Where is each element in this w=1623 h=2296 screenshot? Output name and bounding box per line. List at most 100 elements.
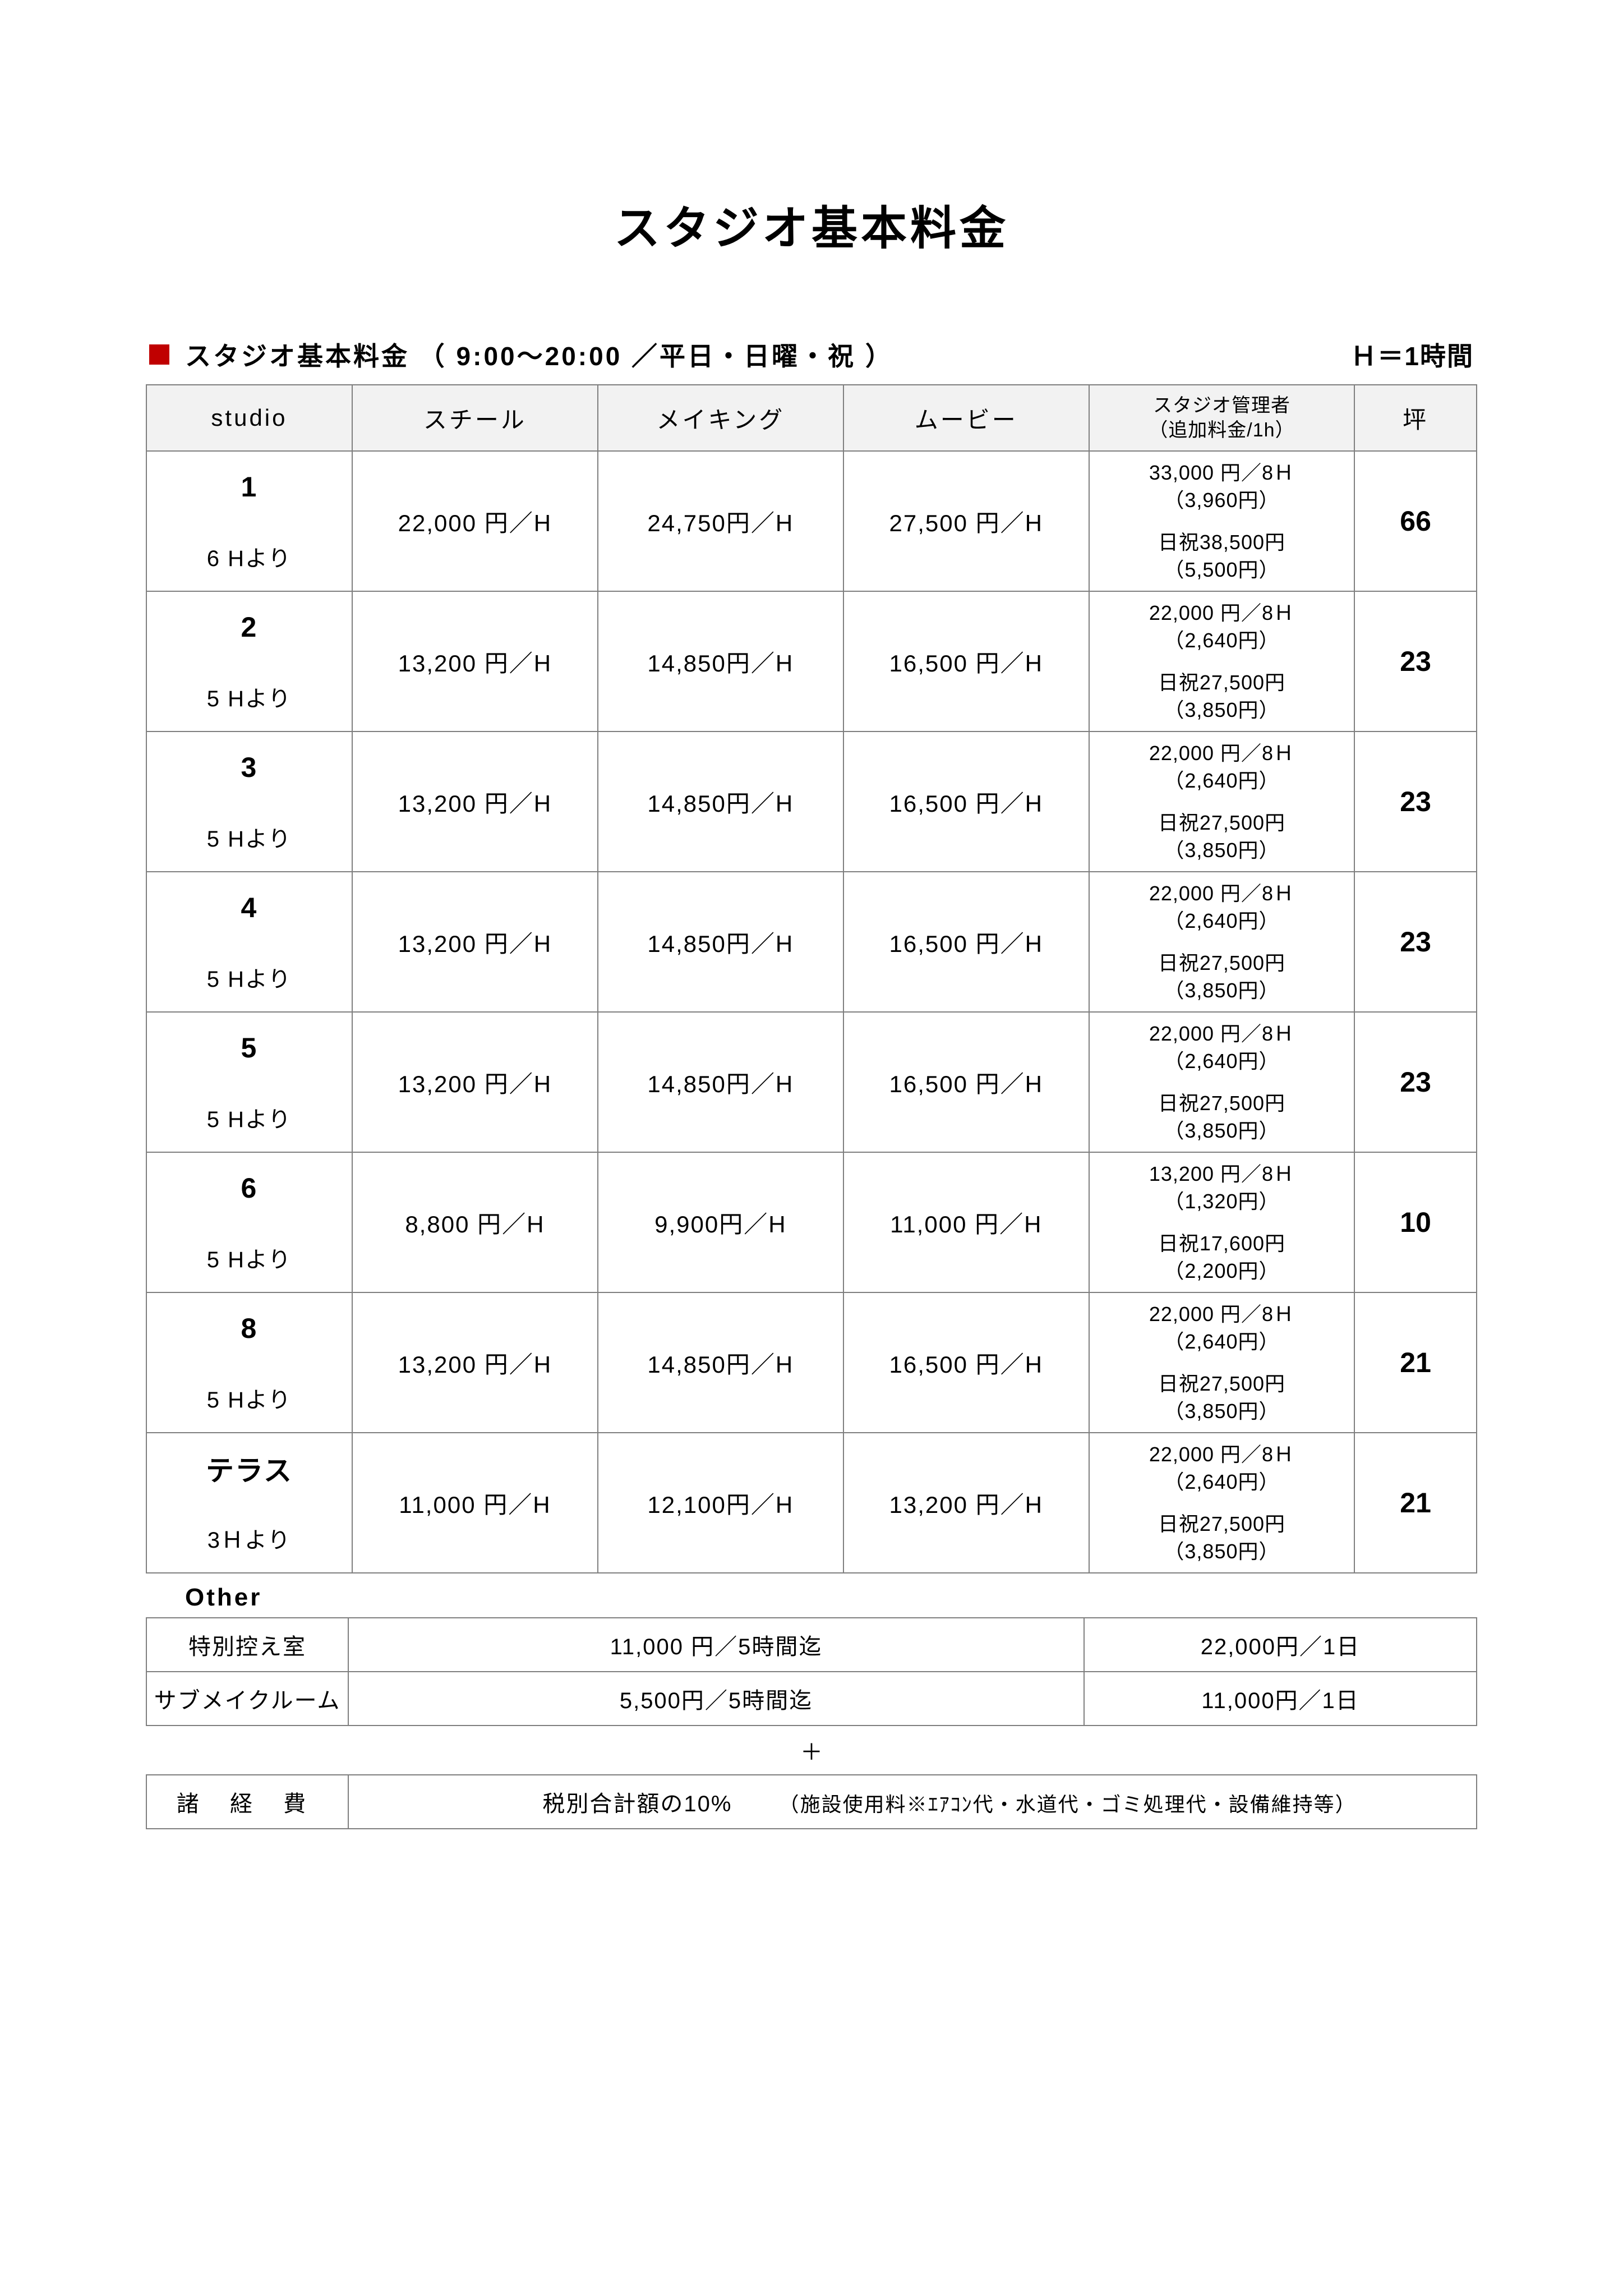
studio-min: 5 Hより xyxy=(146,942,352,1012)
other-5h: 5,500円／5時間迄 xyxy=(348,1672,1084,1726)
tsubo-value: 23 xyxy=(1354,731,1477,872)
studio-name: 4 xyxy=(146,872,352,942)
tableになrow: 513,200 円／H14,850円／H16,500 円／H22,000 円／8… xyxy=(146,1012,1477,1083)
manager-weekday: 22,000 円／8Ｈ（2,640円） xyxy=(1089,872,1354,942)
manager-holiday: 日祝27,500円（3,850円） xyxy=(1089,1083,1354,1152)
manager-holiday: 日祝27,500円（3,850円） xyxy=(1089,1503,1354,1573)
manager-holiday: 日祝27,500円（3,850円） xyxy=(1089,662,1354,731)
subtitle-text: スタジオ基本料金 （ 9:00〜20:00 ／平日・日曜・祝 ） xyxy=(185,336,893,373)
making-price: 14,850円／H xyxy=(598,731,843,872)
expense-note: （施設使用料※ｴｱｺﾝ代・水道代・ゴミ処理代・設備維持等） xyxy=(779,1793,1357,1816)
other-row: 特別控え室11,000 円／5時間迄22,000円／1日 xyxy=(146,1618,1477,1672)
table-header-row: studio スチール メイキング ムービー スタジオ管理者 （追加料金/1h）… xyxy=(146,385,1477,451)
studio-min: 5 Hより xyxy=(146,662,352,731)
studio-min: 5 Hより xyxy=(146,1083,352,1152)
tableになrow: 122,000 円／H24,750円／H27,500 円／H33,000 円／8… xyxy=(146,451,1477,522)
steel-price: 11,000 円／H xyxy=(352,1433,598,1573)
other-1d: 11,000円／1日 xyxy=(1084,1672,1477,1726)
manager-weekday: 22,000 円／8Ｈ（2,640円） xyxy=(1089,591,1354,662)
steel-price: 8,800 円／H xyxy=(352,1152,598,1292)
studio-name: 3 xyxy=(146,731,352,802)
studio-min: 6 Hより xyxy=(146,522,352,591)
col-manager-l2: （追加料金/1h） xyxy=(1149,420,1294,441)
tableになrow: テラス11,000 円／H12,100円／H13,200 円／H22,000 円… xyxy=(146,1433,1477,1503)
studio-name: 5 xyxy=(146,1012,352,1083)
other-table: 特別控え室11,000 円／5時間迄22,000円／1日サブメイクルーム5,50… xyxy=(146,1617,1477,1726)
making-price: 14,850円／H xyxy=(598,872,843,1012)
tableになrow: 413,200 円／H14,850円／H16,500 円／H22,000 円／8… xyxy=(146,872,1477,942)
studio-name: 2 xyxy=(146,591,352,662)
col-manager: スタジオ管理者 （追加料金/1h） xyxy=(1089,385,1354,451)
expense-label: 諸 経 費 xyxy=(146,1775,348,1829)
page: スタジオ基本料金 スタジオ基本料金 （ 9:00〜20:00 ／平日・日曜・祝 … xyxy=(0,0,1623,2296)
tableになrow: 813,200 円／H14,850円／H16,500 円／H22,000 円／8… xyxy=(146,1292,1477,1363)
movie-price: 27,500 円／H xyxy=(843,451,1089,591)
other-name: 特別控え室 xyxy=(146,1618,348,1672)
manager-weekday: 33,000 円／8Ｈ（3,960円） xyxy=(1089,451,1354,522)
page-title: スタジオ基本料金 xyxy=(146,191,1477,257)
manager-holiday: 日祝38,500円（5,500円） xyxy=(1089,522,1354,591)
col-tsubo: 坪 xyxy=(1354,385,1477,451)
making-price: 14,850円／H xyxy=(598,1012,843,1152)
other-row: サブメイクルーム5,500円／5時間迄11,000円／1日 xyxy=(146,1672,1477,1726)
steel-price: 13,200 円／H xyxy=(352,591,598,731)
col-steel: スチール xyxy=(352,385,598,451)
tableになrow: 68,800 円／H9,900円／H11,000 円／H13,200 円／8Ｈ（… xyxy=(146,1152,1477,1223)
subtitle-row: スタジオ基本料金 （ 9:00〜20:00 ／平日・日曜・祝 ） Ｈ＝1時間 xyxy=(146,336,1477,373)
tsubo-value: 66 xyxy=(1354,451,1477,591)
manager-weekday: 22,000 円／8Ｈ（2,640円） xyxy=(1089,731,1354,802)
other-1d: 22,000円／1日 xyxy=(1084,1618,1477,1672)
movie-price: 16,500 円／H xyxy=(843,591,1089,731)
steel-price: 13,200 円／H xyxy=(352,872,598,1012)
movie-price: 16,500 円／H xyxy=(843,1292,1089,1433)
col-making: メイキング xyxy=(598,385,843,451)
studio-min: 5 Hより xyxy=(146,1363,352,1433)
manager-weekday: 13,200 円／8Ｈ（1,320円） xyxy=(1089,1152,1354,1223)
manager-weekday: 22,000 円／8Ｈ（2,640円） xyxy=(1089,1433,1354,1503)
making-price: 14,850円／H xyxy=(598,1292,843,1433)
tableになrow: 213,200 円／H14,850円／H16,500 円／H22,000 円／8… xyxy=(146,591,1477,662)
studio-name: 1 xyxy=(146,451,352,522)
studio-min: 5 Hより xyxy=(146,1223,352,1292)
manager-holiday: 日祝17,600円（2,200円） xyxy=(1089,1223,1354,1292)
tsubo-value: 23 xyxy=(1354,591,1477,731)
expense-row: 諸 経 費 税別合計額の10% （施設使用料※ｴｱｺﾝ代・水道代・ゴミ処理代・設… xyxy=(146,1775,1477,1829)
manager-weekday: 22,000 円／8Ｈ（2,640円） xyxy=(1089,1012,1354,1083)
tsubo-value: 23 xyxy=(1354,872,1477,1012)
other-name: サブメイクルーム xyxy=(146,1672,348,1726)
steel-price: 22,000 円／H xyxy=(352,451,598,591)
movie-price: 11,000 円／H xyxy=(843,1152,1089,1292)
movie-price: 13,200 円／H xyxy=(843,1433,1089,1573)
tsubo-value: 21 xyxy=(1354,1433,1477,1573)
steel-price: 13,200 円／H xyxy=(352,731,598,872)
movie-price: 16,500 円／H xyxy=(843,1012,1089,1152)
manager-holiday: 日祝27,500円（3,850円） xyxy=(1089,942,1354,1012)
hour-note: Ｈ＝1時間 xyxy=(1350,336,1474,373)
manager-holiday: 日祝27,500円（3,850円） xyxy=(1089,802,1354,872)
steel-price: 13,200 円／H xyxy=(352,1292,598,1433)
studio-min: 5 Hより xyxy=(146,802,352,872)
marker-icon xyxy=(149,344,169,365)
studio-name: テラス xyxy=(146,1433,352,1503)
steel-price: 13,200 円／H xyxy=(352,1012,598,1152)
manager-holiday: 日祝27,500円（3,850円） xyxy=(1089,1363,1354,1433)
col-movie: ムービー xyxy=(843,385,1089,451)
other-5h: 11,000 円／5時間迄 xyxy=(348,1618,1084,1672)
studio-name: 8 xyxy=(146,1292,352,1363)
subtitle-left: スタジオ基本料金 （ 9:00〜20:00 ／平日・日曜・祝 ） xyxy=(149,336,893,373)
other-label: Other xyxy=(185,1584,1477,1612)
making-price: 24,750円／H xyxy=(598,451,843,591)
expense-rate: 税別合計額の10% xyxy=(542,1792,732,1816)
plus-sign: ＋ xyxy=(146,1734,1477,1766)
col-manager-l1: スタジオ管理者 xyxy=(1153,395,1290,416)
making-price: 9,900円／H xyxy=(598,1152,843,1292)
expense-table: 諸 経 費 税別合計額の10% （施設使用料※ｴｱｺﾝ代・水道代・ゴミ処理代・設… xyxy=(146,1774,1477,1829)
tsubo-value: 23 xyxy=(1354,1012,1477,1152)
tsubo-value: 21 xyxy=(1354,1292,1477,1433)
expense-detail: 税別合計額の10% （施設使用料※ｴｱｺﾝ代・水道代・ゴミ処理代・設備維持等） xyxy=(348,1775,1477,1829)
pricing-table: studio スチール メイキング ムービー スタジオ管理者 （追加料金/1h）… xyxy=(146,384,1477,1573)
studio-name: 6 xyxy=(146,1152,352,1223)
tableになrow: 313,200 円／H14,850円／H16,500 円／H22,000 円／8… xyxy=(146,731,1477,802)
movie-price: 16,500 円／H xyxy=(843,872,1089,1012)
studio-min: 3Ｈより xyxy=(146,1503,352,1573)
